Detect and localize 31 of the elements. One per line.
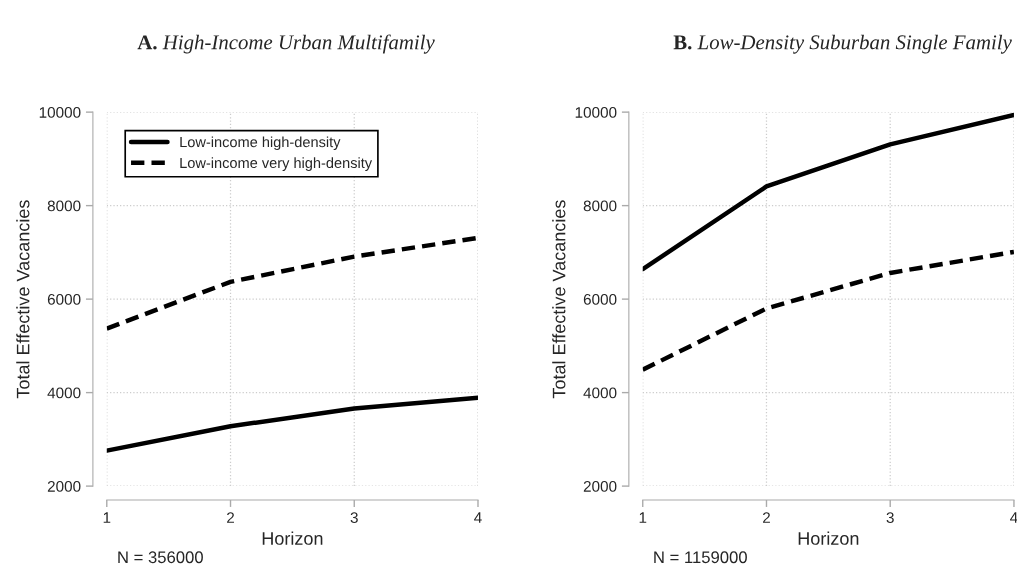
y-axis-title: Total Effective Vacancies — [16, 200, 30, 399]
chart-title: B. Low-Density Suburban Single Family — [673, 34, 1012, 54]
y-tick-label: 6000 — [583, 293, 617, 305]
x-tick-label: 1 — [103, 512, 111, 523]
x-tick-label: 2 — [763, 512, 770, 523]
x-tick-label: 1 — [639, 512, 647, 523]
x-axis-title: Horizon — [798, 531, 859, 545]
y-tick-label: 2000 — [47, 480, 81, 492]
x-tick-label: 4 — [474, 512, 482, 523]
y-tick-label: 2000 — [583, 480, 617, 492]
y-tick-label: 8000 — [583, 200, 617, 212]
chart-title: A. High-Income Urban Multifamily — [137, 34, 435, 54]
y-tick-label: 10000 — [575, 107, 617, 118]
y-tick-label: 8000 — [47, 200, 81, 212]
x-axis-title: Horizon — [262, 531, 323, 545]
x-tick-label: 2 — [227, 512, 234, 523]
y-tick-label: 4000 — [583, 387, 617, 399]
text: N = 356000 — [118, 551, 203, 564]
line-series — [106, 395, 478, 453]
line-series — [642, 249, 1014, 372]
legend-label: Low-income high-density — [180, 136, 341, 151]
legend-label: Low-income very high-density — [180, 157, 373, 171]
x-tick-label: 3 — [886, 512, 894, 524]
text: N = 1159000 — [654, 551, 747, 564]
y-tick-label: 4000 — [47, 387, 81, 399]
x-tick-label: 4 — [1010, 512, 1017, 523]
line-series — [106, 235, 478, 331]
x-tick-label: 3 — [350, 512, 358, 524]
y-tick-label: 6000 — [47, 293, 81, 305]
y-tick-label: 10000 — [39, 107, 81, 118]
y-axis-title: Total Effective Vacancies — [552, 200, 566, 399]
